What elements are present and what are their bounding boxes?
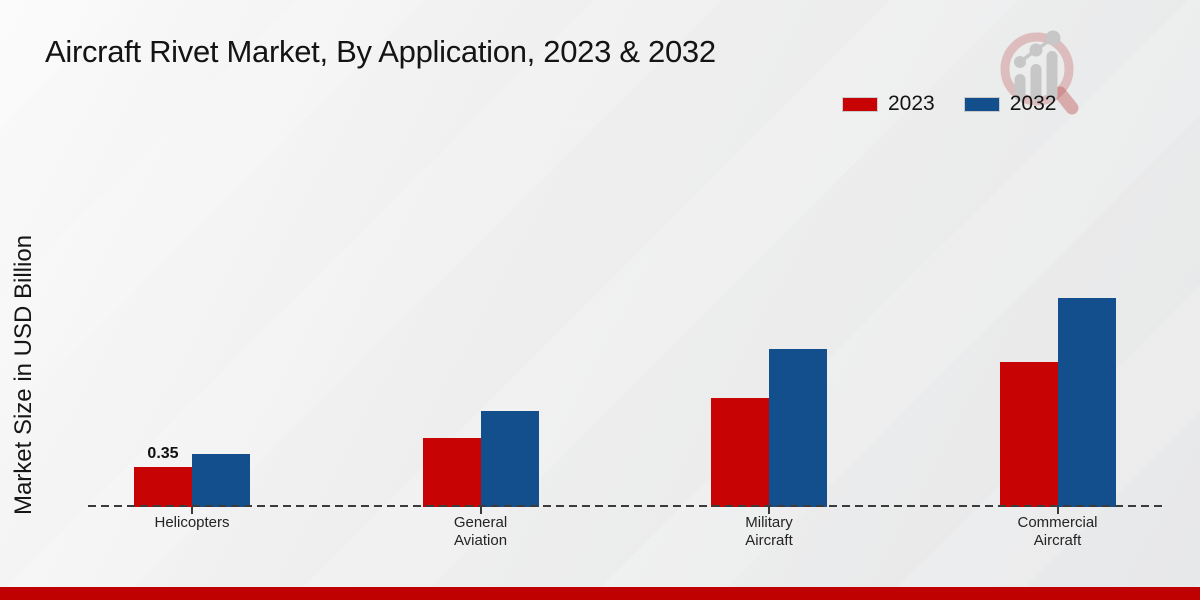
legend-label: 2032 — [1009, 92, 1057, 115]
bar-2032-helicopters — [192, 454, 250, 507]
legend-item-2023: 2023 — [843, 92, 935, 116]
x-axis-baseline — [88, 505, 1163, 507]
footer-accent-strip — [0, 587, 1200, 600]
x-axis-tick — [191, 507, 193, 514]
x-axis-tick — [1056, 507, 1059, 514]
bar-2032-military-aircraft — [769, 349, 827, 507]
bar-2032-general-aviation — [480, 411, 539, 507]
logo-dot-2 — [1029, 43, 1043, 57]
logo-bar-large — [1046, 51, 1058, 101]
logo-bar-small — [1014, 74, 1026, 101]
bar-2023-helicopters — [134, 467, 192, 507]
legend-swatch — [843, 97, 877, 111]
legend-label: 2023 — [888, 92, 935, 115]
x-axis-tick — [768, 507, 770, 514]
legend-swatch — [964, 97, 999, 111]
x-axis-category-label: Helicopters — [154, 514, 230, 531]
bar-2032-commercial-aircraft — [1057, 298, 1116, 507]
magnifier-ring — [1000, 32, 1074, 106]
bar-2023-commercial-aircraft — [999, 362, 1058, 507]
x-axis-tick — [479, 507, 482, 514]
x-axis-category-label: General Aviation — [453, 514, 508, 549]
chart-title: Aircraft Rivet Market, By Application, 2… — [45, 34, 716, 69]
y-axis-label: Market Size in USD Billion — [10, 234, 37, 516]
logo-bar-medium — [1030, 64, 1042, 101]
bar-2023-general-aviation — [422, 438, 481, 507]
bar-2023-military-aircraft — [711, 398, 769, 507]
x-axis-category-label: Commercial Aircraft — [1017, 514, 1098, 549]
logo-dot-1 — [1014, 56, 1026, 68]
magnifier-growth-chart-logo — [1000, 30, 1079, 115]
logo-dot-3 — [1045, 30, 1061, 46]
bar-value-label: 0.35 — [147, 445, 179, 462]
magnifier-handle — [1053, 86, 1079, 115]
legend-item-2032: 2032 — [964, 92, 1057, 116]
legend: 2023 2032 — [843, 92, 1056, 116]
x-axis-category-label: Military Aircraft — [745, 514, 793, 549]
